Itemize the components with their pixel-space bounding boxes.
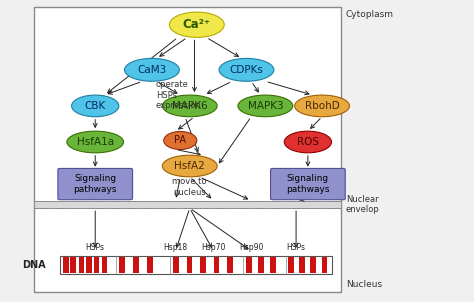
Bar — [246, 257, 252, 273]
Ellipse shape — [162, 155, 217, 177]
Bar — [299, 257, 305, 273]
Ellipse shape — [125, 58, 179, 81]
Text: RbohD: RbohD — [305, 101, 339, 111]
Text: move to
nucleus: move to nucleus — [173, 177, 207, 197]
Text: Ca²⁺: Ca²⁺ — [183, 18, 211, 31]
Text: CaM3: CaM3 — [137, 65, 166, 75]
Ellipse shape — [164, 131, 197, 149]
Bar — [94, 257, 100, 273]
Ellipse shape — [238, 95, 293, 117]
Bar — [173, 257, 179, 273]
Text: HsfA2: HsfA2 — [174, 161, 205, 171]
Bar — [34, 201, 341, 208]
FancyBboxPatch shape — [58, 169, 133, 200]
Text: MAPK6: MAPK6 — [172, 101, 208, 111]
Text: DNA: DNA — [22, 260, 46, 270]
Bar — [288, 257, 293, 273]
Ellipse shape — [169, 12, 224, 37]
Bar — [310, 257, 316, 273]
Text: Cytoplasm: Cytoplasm — [346, 10, 394, 19]
Text: Nucleus: Nucleus — [346, 280, 382, 289]
FancyBboxPatch shape — [34, 7, 341, 292]
Text: Hsp18: Hsp18 — [164, 243, 188, 252]
Text: HSPs: HSPs — [287, 243, 306, 252]
Bar — [119, 257, 125, 273]
Bar — [213, 257, 219, 273]
Text: operate
HSPs
expression: operate HSPs expression — [156, 80, 201, 110]
Ellipse shape — [219, 58, 274, 81]
Text: CDPKs: CDPKs — [229, 65, 264, 75]
Bar — [227, 257, 233, 273]
Bar — [71, 257, 76, 273]
Text: CBK: CBK — [84, 101, 106, 111]
Text: HSPs: HSPs — [86, 243, 105, 252]
Text: ROS: ROS — [297, 137, 319, 147]
Text: Nuclear
envelop: Nuclear envelop — [346, 195, 380, 214]
Ellipse shape — [162, 95, 217, 117]
Bar — [258, 257, 264, 273]
Text: Signaling
pathways: Signaling pathways — [286, 174, 329, 194]
Bar — [200, 257, 206, 273]
Bar — [187, 257, 192, 273]
FancyBboxPatch shape — [271, 169, 345, 200]
Bar — [79, 257, 84, 273]
Bar — [147, 257, 153, 273]
Text: PA: PA — [174, 136, 186, 146]
Ellipse shape — [295, 95, 349, 117]
Ellipse shape — [72, 95, 119, 117]
Text: MAPK3: MAPK3 — [247, 101, 283, 111]
Bar — [321, 257, 327, 273]
Bar — [63, 257, 69, 273]
Bar — [271, 257, 276, 273]
Bar — [86, 257, 91, 273]
Bar — [60, 256, 331, 274]
Ellipse shape — [284, 131, 331, 153]
Text: Hsp90: Hsp90 — [239, 243, 264, 252]
Text: Hsp70: Hsp70 — [201, 243, 226, 252]
Bar — [133, 257, 139, 273]
Text: Signaling
pathways: Signaling pathways — [73, 174, 117, 194]
Ellipse shape — [67, 131, 124, 153]
Bar — [101, 257, 107, 273]
Text: HsfA1a: HsfA1a — [77, 137, 114, 147]
